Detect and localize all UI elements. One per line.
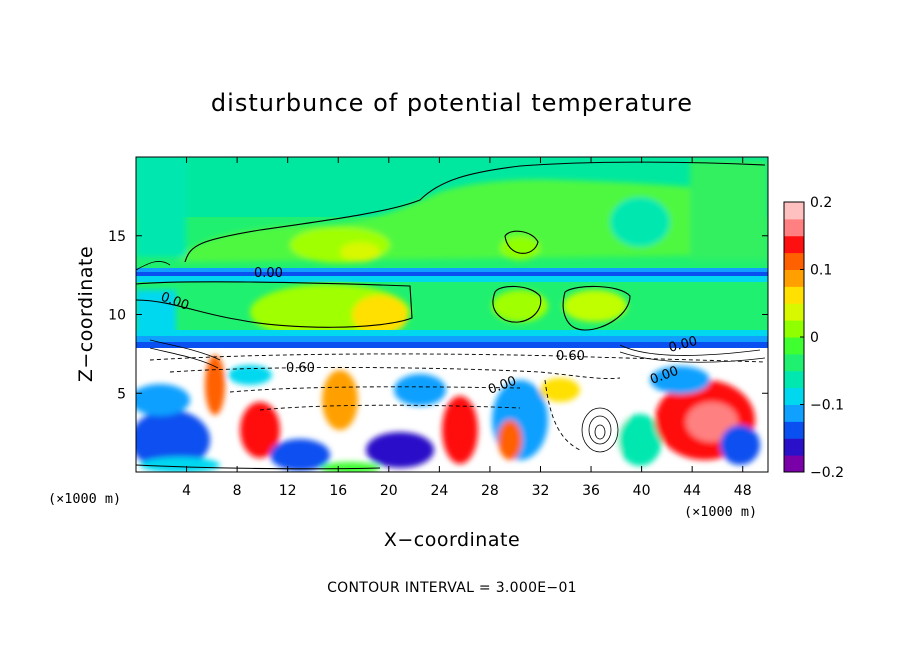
x-unit-label-left: (×1000 m) bbox=[48, 491, 121, 507]
colorbar-tick-label: 0.2 bbox=[810, 195, 832, 211]
colorbar-swatch bbox=[784, 303, 804, 321]
x-tick-label: 8 bbox=[233, 483, 242, 499]
x-tick-label: 20 bbox=[380, 483, 398, 499]
colorbar-swatch bbox=[784, 421, 804, 439]
colorbar-tick-label: 0.1 bbox=[810, 263, 832, 279]
y-tick-label: 10 bbox=[108, 308, 126, 324]
colorbar-swatch bbox=[784, 438, 804, 456]
contour-label: 0.60 bbox=[556, 349, 585, 364]
colorbar-swatch bbox=[784, 337, 804, 355]
x-tick-label: 36 bbox=[582, 483, 600, 499]
colorbar-swatch bbox=[784, 235, 804, 254]
chart-title: disturbunce of potential temperature bbox=[211, 89, 693, 117]
x-unit-label-right: (×1000 m) bbox=[684, 504, 757, 520]
colorbar-swatch bbox=[784, 387, 804, 405]
x-tick-label: 4 bbox=[182, 483, 191, 499]
x-tick-label: 24 bbox=[430, 483, 448, 499]
colorbar-tick-label: −0.1 bbox=[810, 398, 844, 414]
y-axis-title: Z−coordinate bbox=[75, 246, 97, 382]
x-tick-label: 32 bbox=[532, 483, 550, 499]
colorbar-swatch bbox=[784, 202, 804, 220]
colorbar-swatch bbox=[784, 455, 804, 473]
y-tick-label: 15 bbox=[108, 229, 126, 245]
x-tick-label: 44 bbox=[683, 483, 701, 499]
colorbar-swatch bbox=[784, 218, 804, 237]
x-tick-label: 48 bbox=[734, 483, 752, 499]
colorbar-swatch bbox=[784, 269, 804, 287]
colorbar-swatch bbox=[784, 404, 804, 422]
heatmap-field bbox=[136, 157, 768, 472]
colorbar-swatch bbox=[784, 370, 804, 389]
colorbar-swatch bbox=[784, 286, 804, 304]
x-tick-label: 40 bbox=[633, 483, 651, 499]
y-axis: 5 10 15 bbox=[108, 229, 768, 402]
colorbar-tick-label: −0.2 bbox=[810, 465, 844, 481]
contour-label: 0.00 bbox=[254, 266, 283, 281]
colorbar-swatch bbox=[784, 252, 804, 270]
colorbar: 0.2 0.1 0 −0.1 −0.2 bbox=[783, 195, 844, 481]
x-axis-title: X−coordinate bbox=[384, 529, 520, 551]
colorbar-tick-label: 0 bbox=[810, 330, 819, 346]
contour-interval-note: CONTOUR INTERVAL = 3.000E−01 bbox=[327, 580, 577, 596]
colorbar-swatch bbox=[784, 353, 804, 372]
contour-label: 0.00 bbox=[667, 334, 699, 356]
colorbar-swatch bbox=[784, 320, 804, 338]
x-axis: 4 8 12 16 20 24 28 32 36 40 44 48 bbox=[182, 157, 752, 499]
y-tick-label: 5 bbox=[117, 386, 126, 402]
x-tick-label: 28 bbox=[481, 483, 499, 499]
contour-label: 0.60 bbox=[286, 361, 315, 376]
x-tick-label: 12 bbox=[279, 483, 297, 499]
x-tick-label: 16 bbox=[329, 483, 347, 499]
